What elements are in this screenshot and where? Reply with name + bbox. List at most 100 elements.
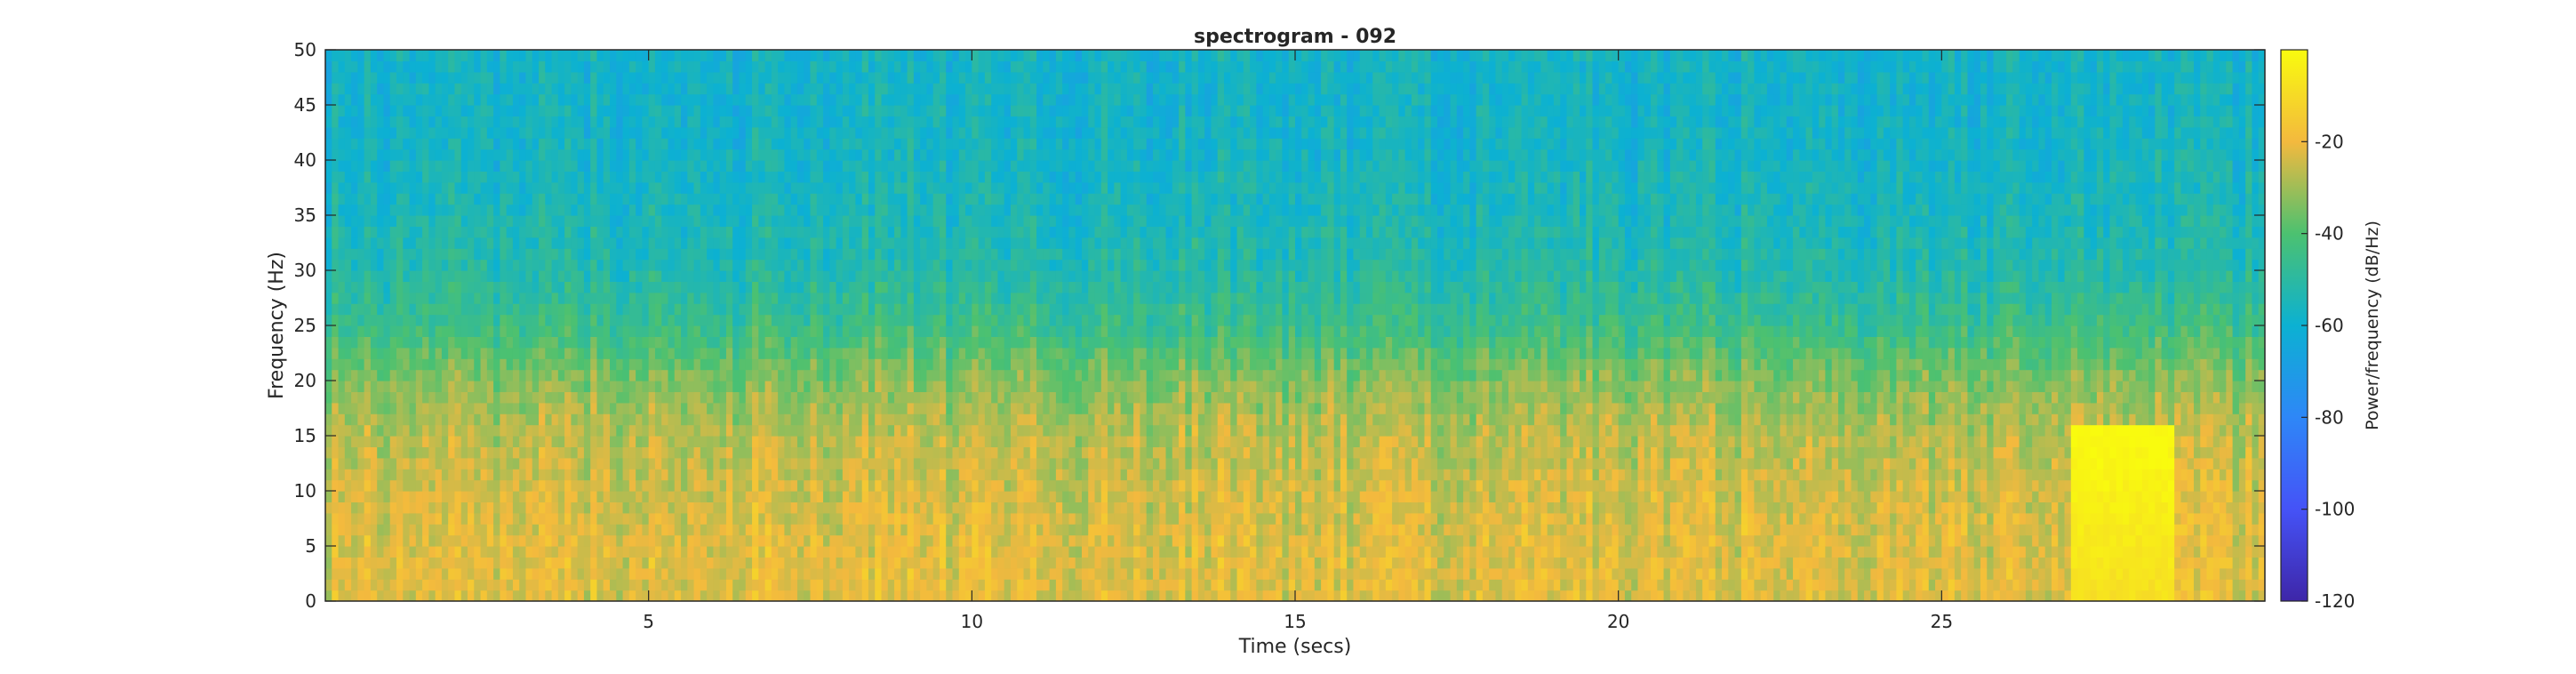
heatmap-cell [409,336,417,349]
heatmap-cell [519,358,527,371]
heatmap-cell [545,248,553,261]
heatmap-cell [596,590,604,601]
heatmap-cell [745,116,753,128]
heatmap-cell [836,193,844,205]
heatmap-cell [338,281,346,293]
heatmap-cell [383,391,391,404]
heatmap-cell [700,424,708,437]
heatmap-cell [403,148,411,161]
heatmap-cell [661,457,669,469]
heatmap-cell [557,160,565,172]
heatmap-cell [861,116,869,128]
heatmap-cell [454,336,462,349]
heatmap-cell [636,424,643,437]
heatmap-cell [493,171,500,183]
heatmap-cell [661,248,669,261]
heatmap-cell [804,325,812,337]
heatmap-cell [603,126,611,139]
heatmap-cell [952,469,960,481]
heatmap-cell [454,138,462,150]
heatmap-cell [454,424,462,437]
heatmap-cell [674,546,682,558]
heatmap-cell [842,567,850,580]
heatmap-cell [700,138,708,150]
heatmap-cell [422,424,429,437]
heatmap-cell [739,325,747,337]
heatmap-cell [654,369,662,381]
heatmap-cell [654,160,662,172]
heatmap-cell [842,314,850,326]
heatmap-cell [325,303,332,316]
heatmap-cell [836,424,844,437]
heatmap-cell [829,116,837,128]
heatmap-cell [474,479,482,492]
heatmap-cell [674,424,682,437]
heatmap-cell [648,171,656,183]
heatmap-cell [474,160,482,172]
heatmap-cell [525,501,533,514]
heatmap-cell [842,336,850,349]
heatmap-cell [583,469,591,481]
heatmap-cell [778,50,785,61]
heatmap-cell [539,369,546,381]
heatmap-cell [868,60,876,73]
heatmap-cell [674,303,682,316]
heatmap-cell [913,193,921,205]
heatmap-cell [370,226,378,238]
heatmap-cell [474,446,482,459]
heatmap-cell [338,491,346,502]
heatmap-cell [383,281,391,293]
heatmap-cell [855,512,863,525]
heatmap-cell [661,567,669,580]
heatmap-cell [648,369,656,381]
heatmap-cell [583,270,591,282]
heatmap-cell [816,534,824,547]
heatmap-cell [836,160,844,172]
heatmap-cell [351,50,358,61]
heatmap-cell [474,215,482,227]
heatmap-cell [545,501,553,514]
heatmap-cell [771,116,779,128]
heatmap-cell [642,148,650,161]
heatmap-cell [875,193,883,205]
heatmap-cell [681,347,688,359]
heatmap-cell [435,579,443,591]
heatmap-cell [512,391,520,404]
heatmap-cell [900,491,908,502]
heatmap-cell [868,204,876,216]
heatmap-cell [829,347,837,359]
heatmap-cell [435,391,443,404]
heatmap-cell [816,501,824,514]
heatmap-cell [460,281,468,293]
heatmap-cell [758,501,766,514]
heatmap-cell [674,325,682,337]
heatmap-cell [519,479,527,492]
heatmap-cell [357,512,365,525]
heatmap-cell [907,457,915,469]
heatmap-cell [829,160,837,172]
heatmap-cell [409,148,417,161]
heatmap-cell [577,71,585,84]
heatmap-cell [468,491,475,502]
heatmap-cell [790,358,798,371]
heatmap-cell [454,281,462,293]
heatmap-cell [325,491,332,502]
heatmap-cell [816,259,824,271]
heatmap-cell [628,512,636,525]
heatmap-cell [900,193,908,205]
heatmap-cell [771,204,779,216]
heatmap-cell [642,71,650,84]
heatmap-cell [887,303,895,316]
heatmap-cell [958,469,966,481]
heatmap-cell [939,93,947,106]
heatmap-cell [900,181,908,194]
heatmap-cell [952,71,960,84]
heatmap-cell [881,138,889,150]
heatmap-cell [816,60,824,73]
heatmap-cell [325,126,332,139]
heatmap-cell [357,237,365,249]
heatmap-cell [454,402,462,414]
heatmap-cell [422,215,429,227]
heatmap-cell [325,557,332,569]
heatmap-cell [668,71,676,84]
